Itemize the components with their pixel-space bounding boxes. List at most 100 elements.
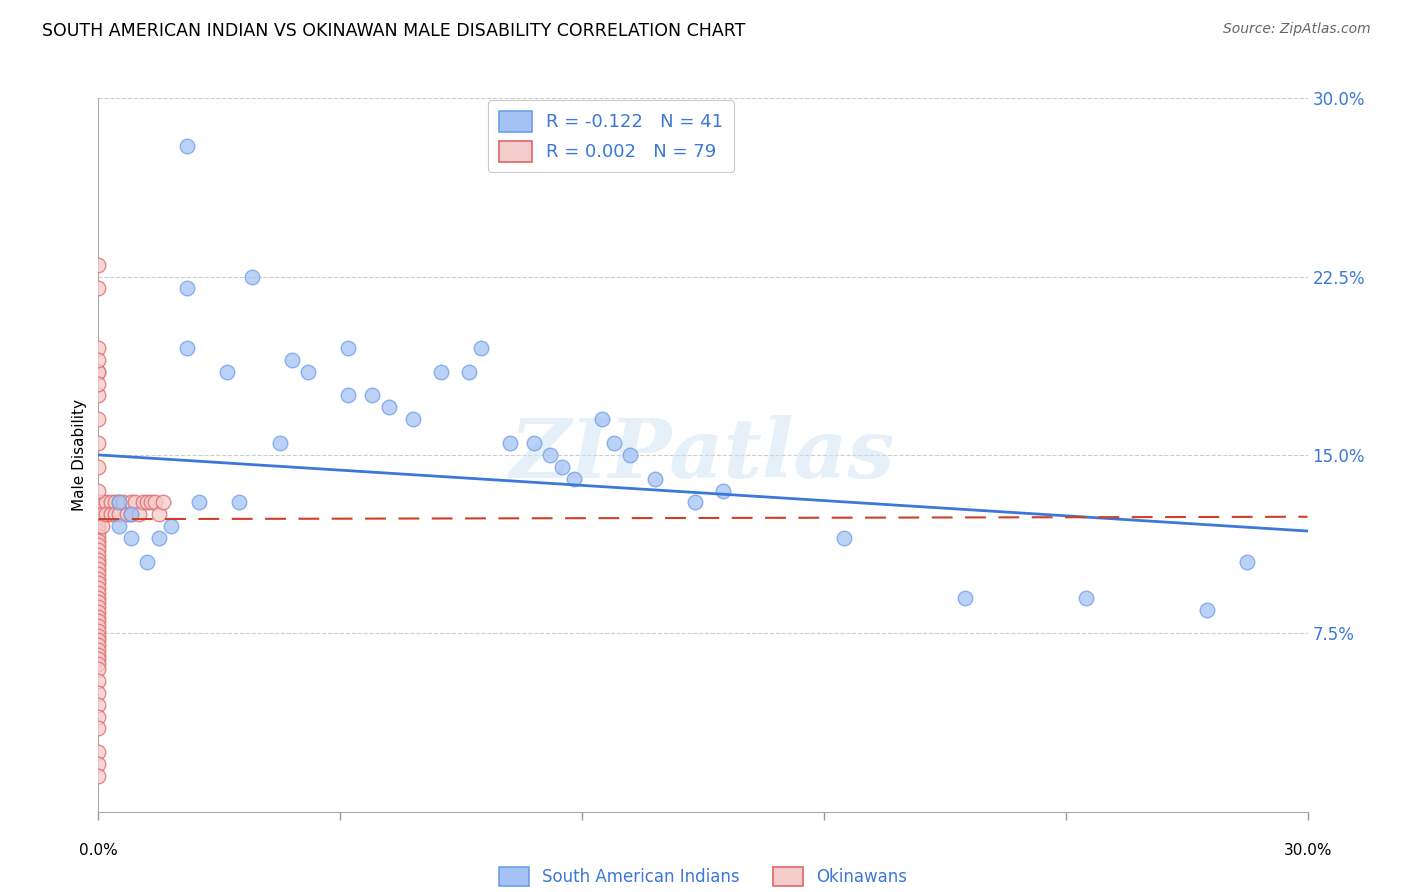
Legend: South American Indians, Okinawans: South American Indians, Okinawans: [489, 857, 917, 892]
Y-axis label: Male Disability: Male Disability: [72, 399, 87, 511]
Point: [1074, 591, 1097, 605]
Point: [128, 508, 150, 522]
Point: [87, 500, 110, 515]
Point: [87, 436, 110, 450]
Point: [107, 495, 129, 509]
Point: [87, 281, 110, 295]
Point: [217, 365, 239, 379]
Text: Source: ZipAtlas.com: Source: ZipAtlas.com: [1223, 22, 1371, 37]
Point: [240, 269, 263, 284]
Point: [188, 495, 211, 509]
Point: [832, 531, 855, 545]
Point: [87, 566, 110, 581]
Point: [458, 365, 481, 379]
Point: [107, 495, 129, 509]
Point: [135, 495, 157, 509]
Point: [87, 524, 110, 538]
Point: [100, 495, 122, 509]
Point: [107, 519, 129, 533]
Point: [683, 495, 706, 509]
Point: [115, 508, 138, 522]
Point: [87, 459, 110, 474]
Point: [551, 459, 574, 474]
Point: [91, 508, 114, 522]
Point: [281, 352, 304, 367]
Point: [132, 495, 155, 509]
Point: [87, 633, 110, 648]
Point: [103, 495, 125, 509]
Point: [87, 576, 110, 591]
Point: [603, 436, 626, 450]
Point: [87, 365, 110, 379]
Text: ZIPatlas: ZIPatlas: [510, 415, 896, 495]
Point: [87, 581, 110, 595]
Point: [152, 495, 174, 509]
Point: [402, 412, 425, 426]
Point: [1236, 555, 1258, 569]
Point: [91, 519, 114, 533]
Point: [87, 629, 110, 643]
Point: [160, 519, 183, 533]
Point: [87, 509, 110, 524]
Point: [470, 341, 492, 355]
Point: [228, 495, 250, 509]
Point: [176, 138, 198, 153]
Point: [337, 388, 360, 402]
Point: [87, 572, 110, 586]
Point: [87, 709, 110, 723]
Point: [591, 412, 613, 426]
Point: [135, 555, 157, 569]
Point: [523, 436, 546, 450]
Point: [87, 745, 110, 759]
Point: [87, 519, 110, 533]
Point: [87, 505, 110, 519]
Point: [87, 662, 110, 676]
Point: [711, 483, 734, 498]
Point: [87, 686, 110, 700]
Point: [120, 508, 142, 522]
Point: [361, 388, 384, 402]
Point: [430, 365, 453, 379]
Point: [176, 281, 198, 295]
Point: [87, 376, 110, 391]
Point: [87, 562, 110, 576]
Point: [120, 508, 142, 522]
Point: [120, 495, 142, 509]
Point: [87, 673, 110, 688]
Point: [498, 436, 520, 450]
Point: [87, 605, 110, 619]
Point: [91, 495, 114, 509]
Point: [562, 472, 585, 486]
Text: 0.0%: 0.0%: [79, 843, 118, 858]
Point: [87, 352, 110, 367]
Point: [619, 448, 641, 462]
Point: [87, 558, 110, 572]
Point: [377, 401, 399, 415]
Point: [87, 552, 110, 566]
Point: [87, 638, 110, 652]
Point: [124, 495, 146, 509]
Point: [87, 722, 110, 736]
Point: [107, 508, 129, 522]
Point: [644, 472, 666, 486]
Point: [87, 698, 110, 712]
Point: [87, 619, 110, 633]
Point: [87, 258, 110, 272]
Point: [87, 595, 110, 609]
Point: [143, 495, 166, 509]
Point: [87, 643, 110, 657]
Point: [538, 448, 561, 462]
Point: [953, 591, 976, 605]
Point: [87, 483, 110, 498]
Point: [87, 757, 110, 772]
Point: [176, 341, 198, 355]
Point: [87, 538, 110, 552]
Point: [87, 533, 110, 548]
Point: [87, 624, 110, 638]
Point: [87, 648, 110, 662]
Point: [269, 436, 291, 450]
Point: [337, 341, 360, 355]
Point: [87, 529, 110, 543]
Point: [87, 515, 110, 529]
Point: [87, 365, 110, 379]
